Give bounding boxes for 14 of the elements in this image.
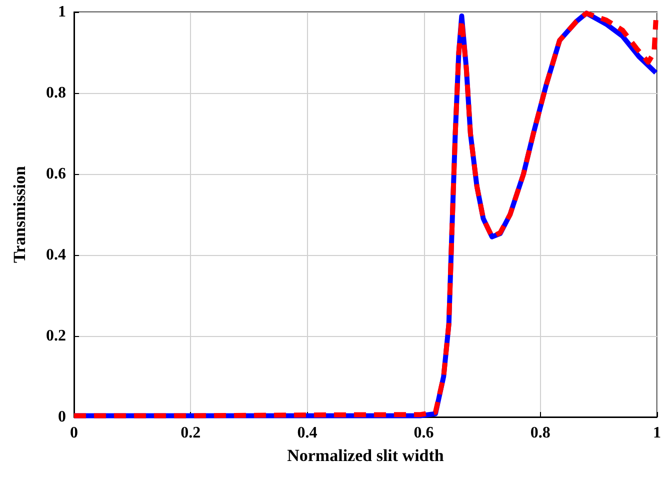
y-tick-label: 0 — [58, 408, 66, 426]
x-tick-label: 0 — [70, 424, 78, 442]
y-tick-label: 0.6 — [46, 166, 66, 182]
x-tick-label: 0.2 — [180, 424, 201, 442]
x-axis-title: Normalized slit width — [287, 446, 444, 465]
y-tick-label: 0.2 — [46, 328, 66, 344]
x-tick-label: 0.4 — [297, 424, 318, 442]
x-tick-label: 1 — [653, 424, 661, 442]
y-tick-label: 0.8 — [46, 84, 66, 102]
y-axis-title: Transmission — [10, 165, 29, 263]
x-tick-label: 0.8 — [530, 424, 550, 442]
x-tick-label: 0.6 — [414, 424, 434, 442]
y-tick-label: 1 — [58, 4, 66, 20]
y-tick-label: 0.4 — [46, 246, 66, 264]
